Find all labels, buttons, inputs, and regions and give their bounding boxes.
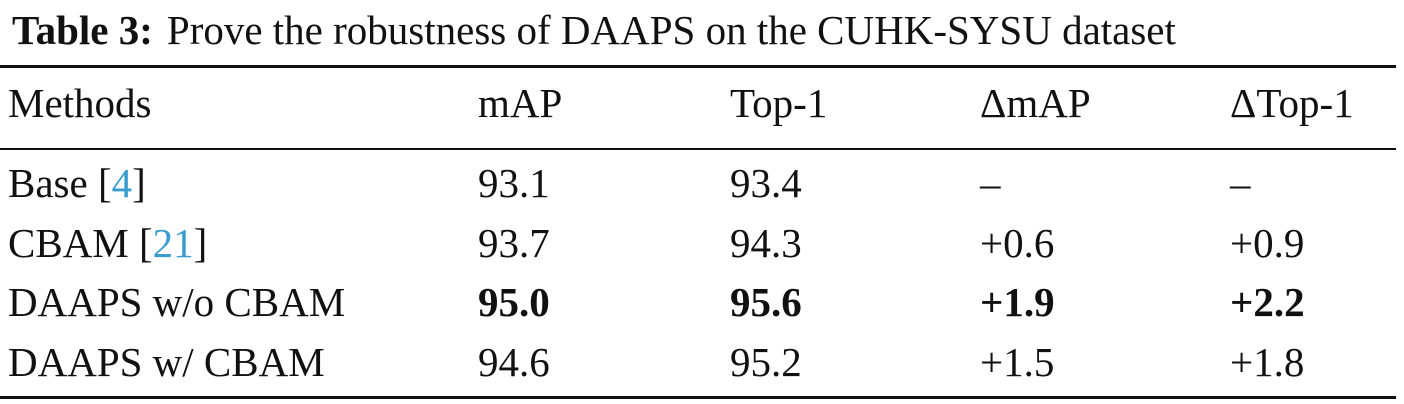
top1-cell: 94.3 <box>730 220 802 266</box>
delta-map-cell: +1.5 <box>980 339 1055 385</box>
header-row: Methods mAP Top-1 ΔmAP ΔTop-1 <box>0 73 1396 133</box>
map-cell: 95.0 <box>478 279 550 325</box>
method-name: DAAPS w/o CBAM <box>8 279 346 325</box>
caption-label: Table 3: <box>12 7 153 53</box>
header-methods: Methods <box>8 80 152 126</box>
delta-map-cell: +1.9 <box>980 279 1055 325</box>
delta-top1-cell: +2.2 <box>1230 279 1305 325</box>
top1-cell: 93.4 <box>730 160 802 206</box>
header-top1: Top-1 <box>730 80 828 126</box>
citation-link[interactable]: 21 <box>152 220 194 266</box>
method-name: Base <box>8 160 88 206</box>
top-rule <box>0 65 1396 68</box>
citation-link[interactable]: 4 <box>111 160 133 206</box>
delta-map-cell: – <box>980 160 1001 206</box>
top1-cell: 95.6 <box>730 279 802 325</box>
delta-top1-cell: +0.9 <box>1230 220 1305 266</box>
table-row: DAAPS w/o CBAM 95.0 95.6 +1.9 +2.2 <box>0 272 1396 332</box>
map-cell: 94.6 <box>478 339 550 385</box>
method-cell: Base [4] <box>8 160 146 206</box>
method-name: DAAPS w/ CBAM <box>8 339 325 385</box>
top1-cell: 95.2 <box>730 339 802 385</box>
header-map: mAP <box>478 80 563 126</box>
table-row: CBAM [21] 93.7 94.3 +0.6 +0.9 <box>0 213 1396 273</box>
table-caption: Table 3: Prove the robustness of DAAPS on… <box>12 0 1176 60</box>
method-cell: DAAPS w/o CBAM <box>8 272 345 332</box>
method-cell: DAAPS w/ CBAM <box>8 332 325 392</box>
delta-top1-cell: – <box>1230 160 1251 206</box>
map-cell: 93.1 <box>478 160 550 206</box>
bottom-rule <box>0 396 1396 399</box>
header-rule <box>0 148 1396 150</box>
table-row: Base [4] 93.1 93.4 – – <box>0 153 1396 213</box>
method-name: CBAM <box>8 220 129 266</box>
delta-top1-cell: +1.8 <box>1230 339 1305 385</box>
map-cell: 93.7 <box>478 220 550 266</box>
delta-map-cell: +0.6 <box>980 220 1055 266</box>
header-delta-top1: ΔTop-1 <box>1230 80 1354 126</box>
method-cell: CBAM [21] <box>8 220 208 266</box>
header-delta-map: ΔmAP <box>980 80 1091 126</box>
caption-text: Prove the robustness of DAAPS on the CUH… <box>166 7 1176 53</box>
table-row: DAAPS w/ CBAM 94.6 95.2 +1.5 +1.8 <box>0 332 1396 392</box>
